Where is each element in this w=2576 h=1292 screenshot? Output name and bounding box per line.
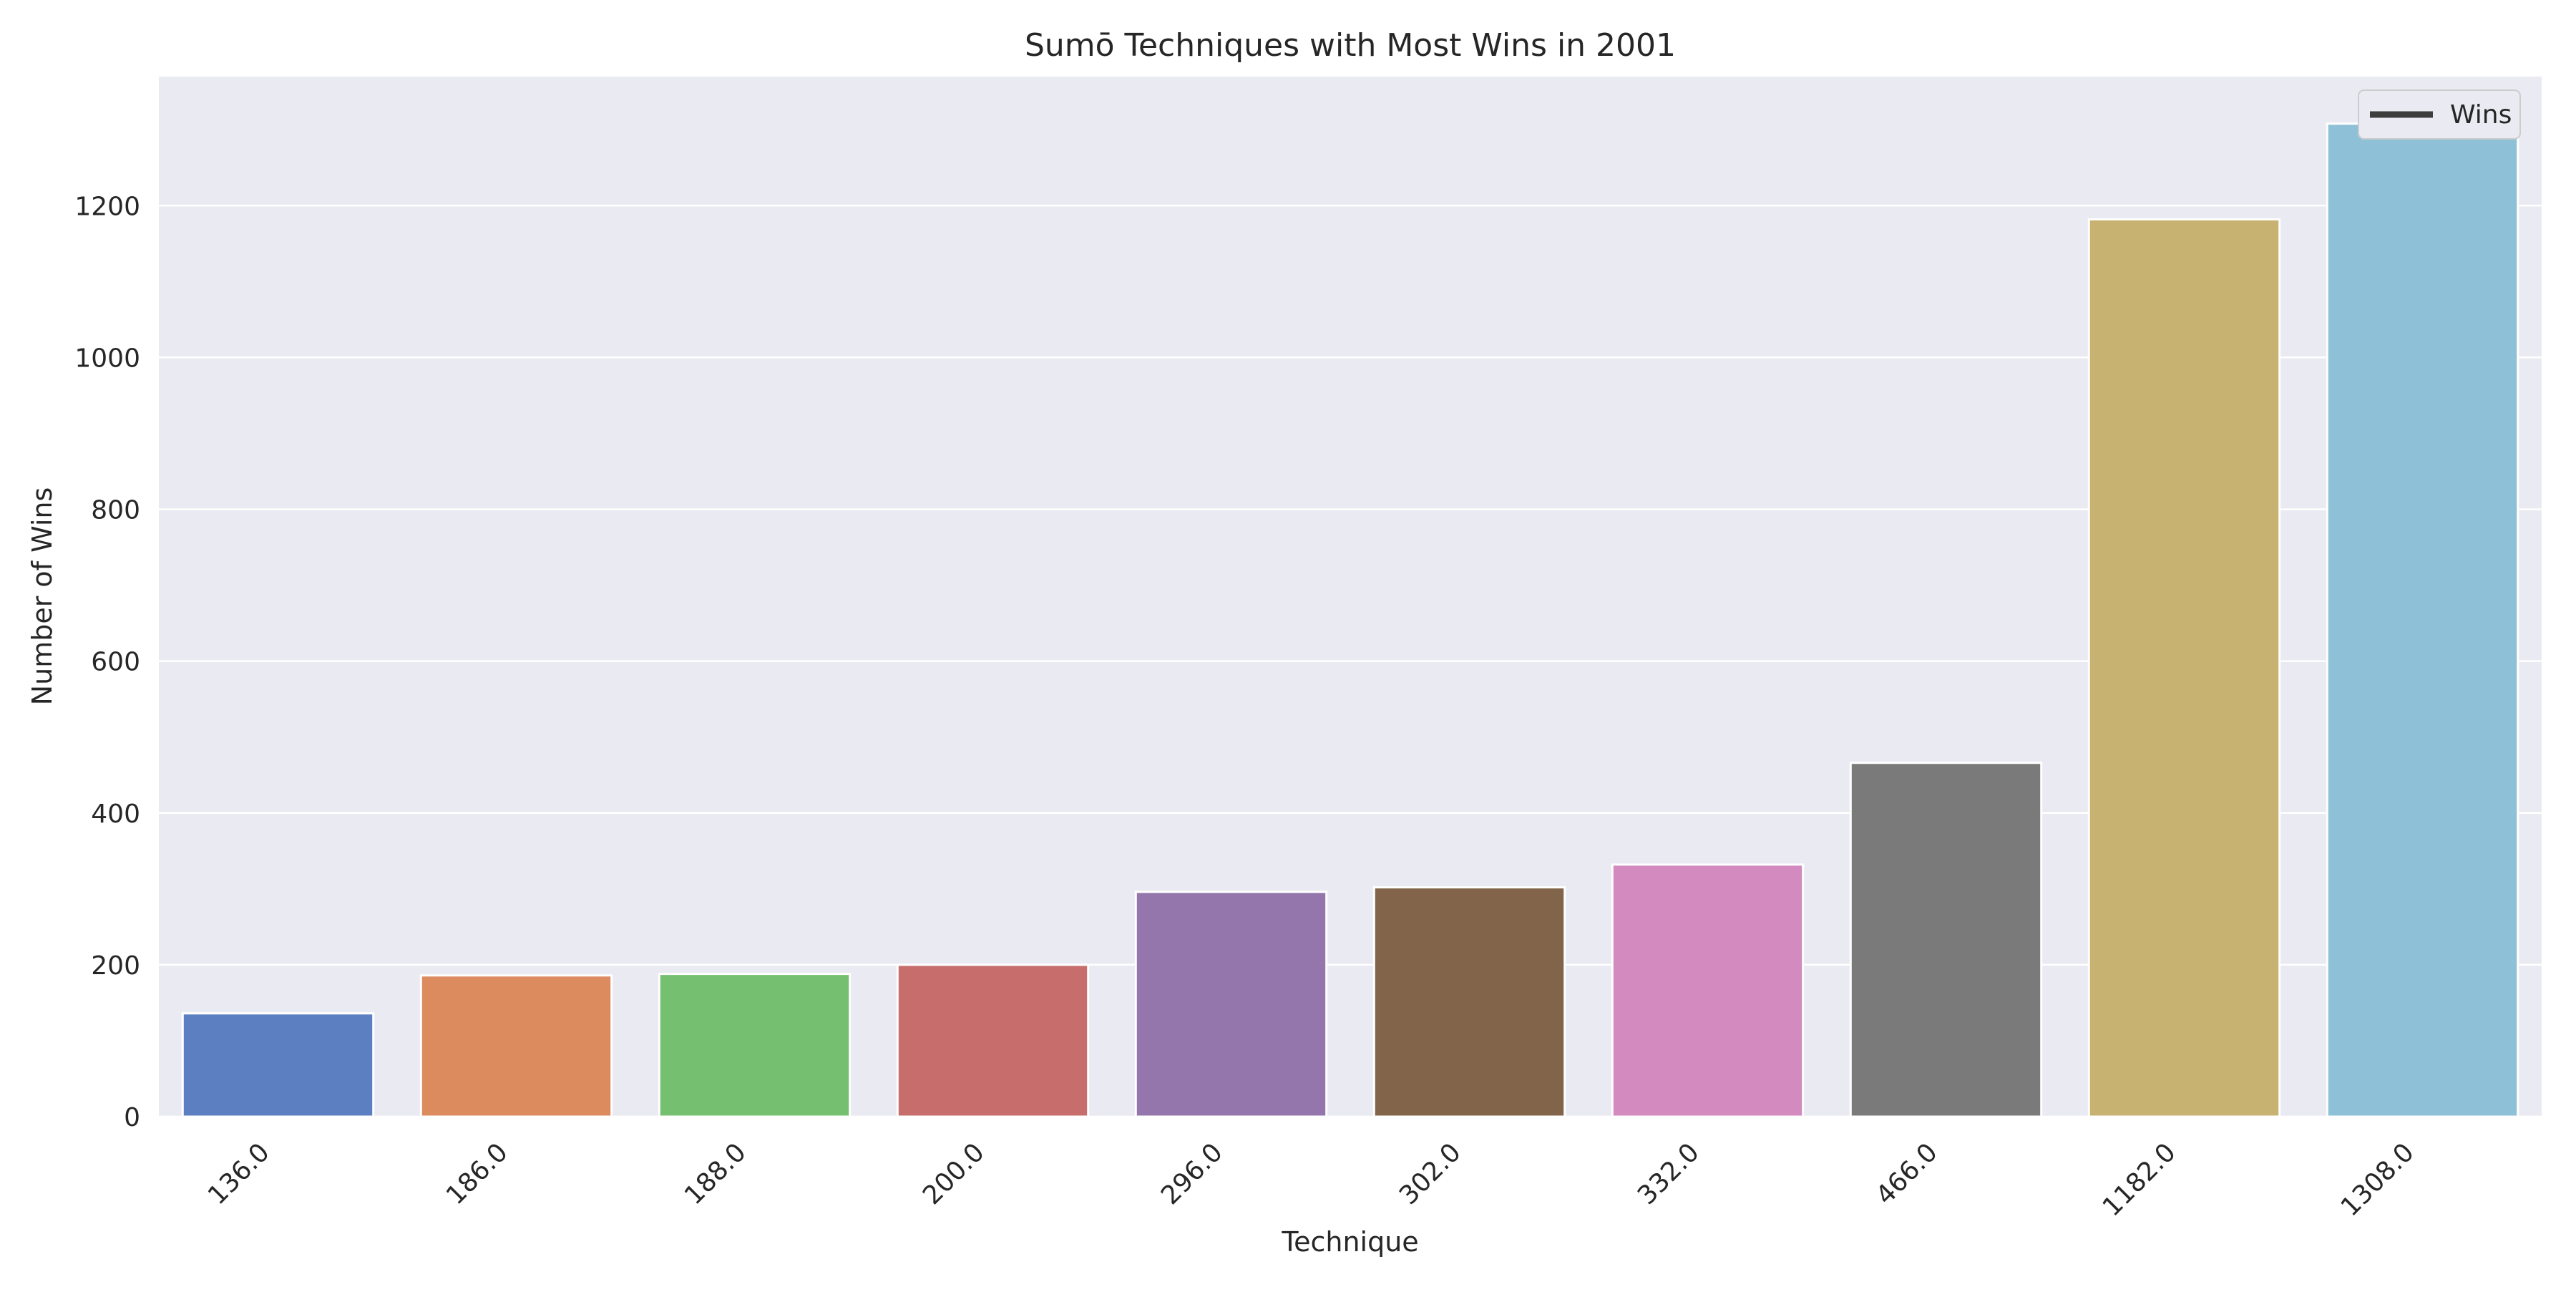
x-tick-label: 302.0 [1394,1137,1467,1210]
legend-label: Wins [2450,100,2512,130]
y-tick-label: 400 [91,800,140,829]
legend-box [2358,89,2521,140]
y-axis-label: Number of Wins [26,487,58,706]
y-tick-label: 1000 [74,344,140,373]
bars [181,122,2519,1118]
bar [2326,122,2519,1118]
y-tick-label: 1200 [74,192,140,221]
bar [2087,218,2281,1118]
x-tick-label: 188.0 [679,1137,752,1210]
legend: Wins [2358,89,2521,140]
x-tick-label: 1182.0 [2097,1137,2182,1222]
bar [1611,863,1805,1118]
x-axis-ticks: 136.0 186.0 188.0 200.0 296.0 302.0 332.0 466.0… [203,1137,2420,1222]
x-axis-label: Technique [1281,1226,1418,1258]
x-tick-label: 200.0 [917,1137,990,1210]
y-tick-label: 0 [124,1103,140,1132]
x-tick-label: 332.0 [1632,1137,1705,1210]
bar [1849,762,2043,1118]
x-tick-label: 466.0 [1870,1137,1943,1210]
y-axis-ticks: 0 200 400 600 800 1000 1200 [74,192,140,1132]
bar [419,974,613,1118]
bar [658,973,852,1118]
x-tick-label: 136.0 [203,1137,275,1210]
y-tick-label: 800 [91,496,140,525]
bar [896,963,1090,1118]
bar [1134,890,1328,1118]
x-tick-label: 1308.0 [2336,1137,2420,1222]
y-tick-label: 200 [91,951,140,981]
x-tick-label: 296.0 [1156,1137,1229,1210]
x-tick-label: 186.0 [441,1137,514,1210]
bar [1372,886,1566,1118]
y-tick-label: 600 [91,648,140,677]
chart-title: Sumō Techniques with Most Wins in 2001 [1025,27,1676,64]
bar [181,1012,375,1118]
